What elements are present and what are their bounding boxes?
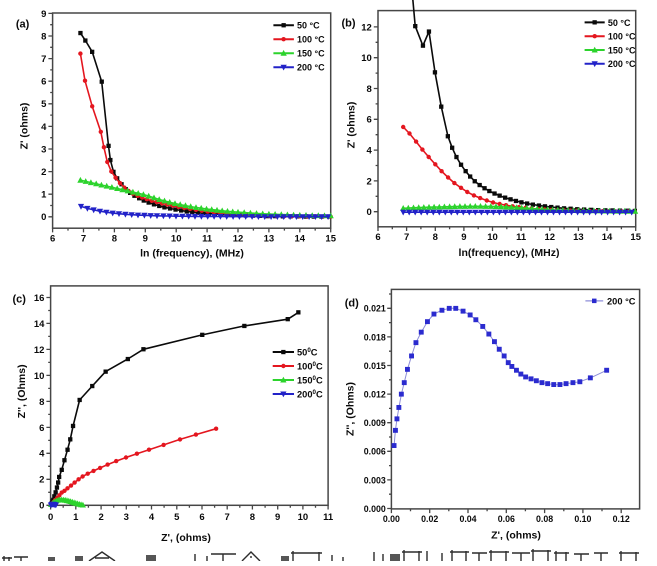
svg-text:9: 9 bbox=[275, 512, 280, 523]
svg-text:12: 12 bbox=[233, 233, 244, 244]
svg-text:0.00: 0.00 bbox=[383, 514, 400, 524]
svg-text:0: 0 bbox=[39, 501, 44, 512]
svg-text:10: 10 bbox=[298, 512, 309, 523]
svg-text:Z', (ohms): Z', (ohms) bbox=[161, 532, 211, 544]
svg-text:0.06: 0.06 bbox=[498, 514, 515, 524]
svg-text:6: 6 bbox=[41, 77, 46, 88]
svg-text:3: 3 bbox=[41, 144, 46, 155]
svg-text:5: 5 bbox=[41, 99, 47, 110]
svg-text:14: 14 bbox=[295, 233, 306, 244]
svg-text:(c): (c) bbox=[12, 294, 26, 306]
svg-text:11: 11 bbox=[516, 232, 527, 243]
svg-text:50 °C: 50 °C bbox=[297, 21, 320, 31]
svg-text:2000C: 2000C bbox=[297, 389, 323, 399]
svg-text:0.04: 0.04 bbox=[459, 514, 476, 524]
svg-text:(b): (b) bbox=[341, 18, 355, 30]
svg-text:0.006: 0.006 bbox=[364, 447, 386, 457]
svg-text:8: 8 bbox=[41, 31, 46, 42]
svg-text:4: 4 bbox=[149, 512, 155, 523]
svg-text:150 °C: 150 °C bbox=[608, 45, 636, 55]
svg-text:2: 2 bbox=[39, 475, 44, 486]
svg-text:7: 7 bbox=[81, 233, 86, 244]
svg-text:14: 14 bbox=[602, 232, 613, 243]
svg-text:0.12: 0.12 bbox=[613, 514, 630, 524]
svg-text:8: 8 bbox=[433, 232, 438, 243]
svg-text:6: 6 bbox=[50, 233, 55, 244]
svg-text:10: 10 bbox=[487, 232, 498, 243]
svg-text:1000C: 1000C bbox=[297, 361, 323, 371]
svg-text:Z'', (Ohms): Z'', (Ohms) bbox=[345, 382, 357, 436]
svg-text:1500C: 1500C bbox=[297, 375, 323, 385]
svg-text:0.018: 0.018 bbox=[364, 332, 386, 342]
svg-text:4: 4 bbox=[41, 122, 47, 133]
svg-text:10: 10 bbox=[34, 371, 45, 382]
svg-text:Z' (ohms): Z' (ohms) bbox=[346, 102, 358, 149]
svg-text:5: 5 bbox=[174, 512, 180, 523]
svg-text:8: 8 bbox=[250, 512, 255, 523]
svg-text:0.009: 0.009 bbox=[364, 418, 386, 428]
svg-text:0.015: 0.015 bbox=[364, 361, 386, 371]
svg-text:14: 14 bbox=[34, 319, 45, 330]
svg-text:7: 7 bbox=[41, 54, 46, 65]
svg-text:100 °C: 100 °C bbox=[608, 32, 636, 42]
svg-text:200 °C: 200 °C bbox=[297, 63, 325, 73]
svg-text:50 °C: 50 °C bbox=[608, 18, 631, 28]
svg-text:12: 12 bbox=[361, 22, 372, 33]
svg-text:6: 6 bbox=[375, 232, 380, 243]
svg-text:200 °C: 200 °C bbox=[608, 59, 636, 69]
svg-text:11: 11 bbox=[323, 512, 334, 523]
svg-text:12: 12 bbox=[545, 232, 556, 243]
svg-text:15: 15 bbox=[630, 232, 641, 243]
svg-text:2: 2 bbox=[41, 167, 46, 178]
svg-text:4: 4 bbox=[367, 146, 373, 157]
svg-text:8: 8 bbox=[367, 84, 372, 95]
svg-text:10: 10 bbox=[361, 53, 372, 64]
svg-text:0.000: 0.000 bbox=[364, 504, 386, 514]
svg-text:500C: 500C bbox=[297, 347, 318, 357]
svg-text:100 °C: 100 °C bbox=[297, 35, 325, 45]
svg-text:150 °C: 150 °C bbox=[297, 49, 325, 59]
svg-text:13: 13 bbox=[264, 233, 275, 244]
svg-text:Z'', (Ohms): Z'', (Ohms) bbox=[16, 364, 28, 418]
svg-text:2: 2 bbox=[367, 176, 372, 187]
svg-text:8: 8 bbox=[39, 397, 44, 408]
svg-text:0: 0 bbox=[367, 207, 372, 218]
svg-text:8: 8 bbox=[112, 233, 117, 244]
svg-text:1: 1 bbox=[41, 190, 47, 201]
svg-text:(a): (a) bbox=[16, 19, 30, 31]
svg-text:15: 15 bbox=[325, 233, 336, 244]
svg-text:6: 6 bbox=[199, 512, 204, 523]
svg-text:0.012: 0.012 bbox=[364, 390, 386, 400]
svg-text:7: 7 bbox=[225, 512, 230, 523]
svg-text:6: 6 bbox=[367, 115, 372, 126]
svg-text:0.10: 0.10 bbox=[574, 514, 591, 524]
svg-text:200 °C: 200 °C bbox=[607, 296, 636, 306]
svg-text:10: 10 bbox=[171, 233, 182, 244]
svg-text:1: 1 bbox=[73, 512, 79, 523]
svg-text:0: 0 bbox=[48, 512, 53, 523]
svg-text:0.02: 0.02 bbox=[421, 514, 438, 524]
svg-text:0.021: 0.021 bbox=[364, 304, 386, 314]
svg-text:ln (frequency), (MHz): ln (frequency), (MHz) bbox=[140, 248, 244, 260]
svg-text:16: 16 bbox=[34, 293, 45, 304]
svg-text:9: 9 bbox=[461, 232, 466, 243]
svg-text:6: 6 bbox=[39, 423, 44, 434]
svg-text:Z', (ohms): Z', (ohms) bbox=[491, 530, 541, 542]
svg-text:9: 9 bbox=[41, 9, 46, 20]
svg-text:0.003: 0.003 bbox=[364, 475, 386, 485]
svg-text:Z' (ohms): Z' (ohms) bbox=[19, 103, 31, 150]
svg-text:2: 2 bbox=[98, 512, 103, 523]
svg-text:13: 13 bbox=[573, 232, 584, 243]
svg-text:11: 11 bbox=[202, 233, 213, 244]
svg-text:0: 0 bbox=[41, 212, 46, 223]
svg-text:9: 9 bbox=[143, 233, 148, 244]
svg-text:0.08: 0.08 bbox=[536, 514, 553, 524]
svg-text:4: 4 bbox=[39, 449, 45, 460]
svg-text:3: 3 bbox=[124, 512, 129, 523]
svg-text:ln(frequency), (MHz): ln(frequency), (MHz) bbox=[459, 247, 560, 259]
svg-text:(d): (d) bbox=[345, 298, 359, 310]
svg-text:7: 7 bbox=[404, 232, 409, 243]
svg-text:12: 12 bbox=[34, 345, 45, 356]
